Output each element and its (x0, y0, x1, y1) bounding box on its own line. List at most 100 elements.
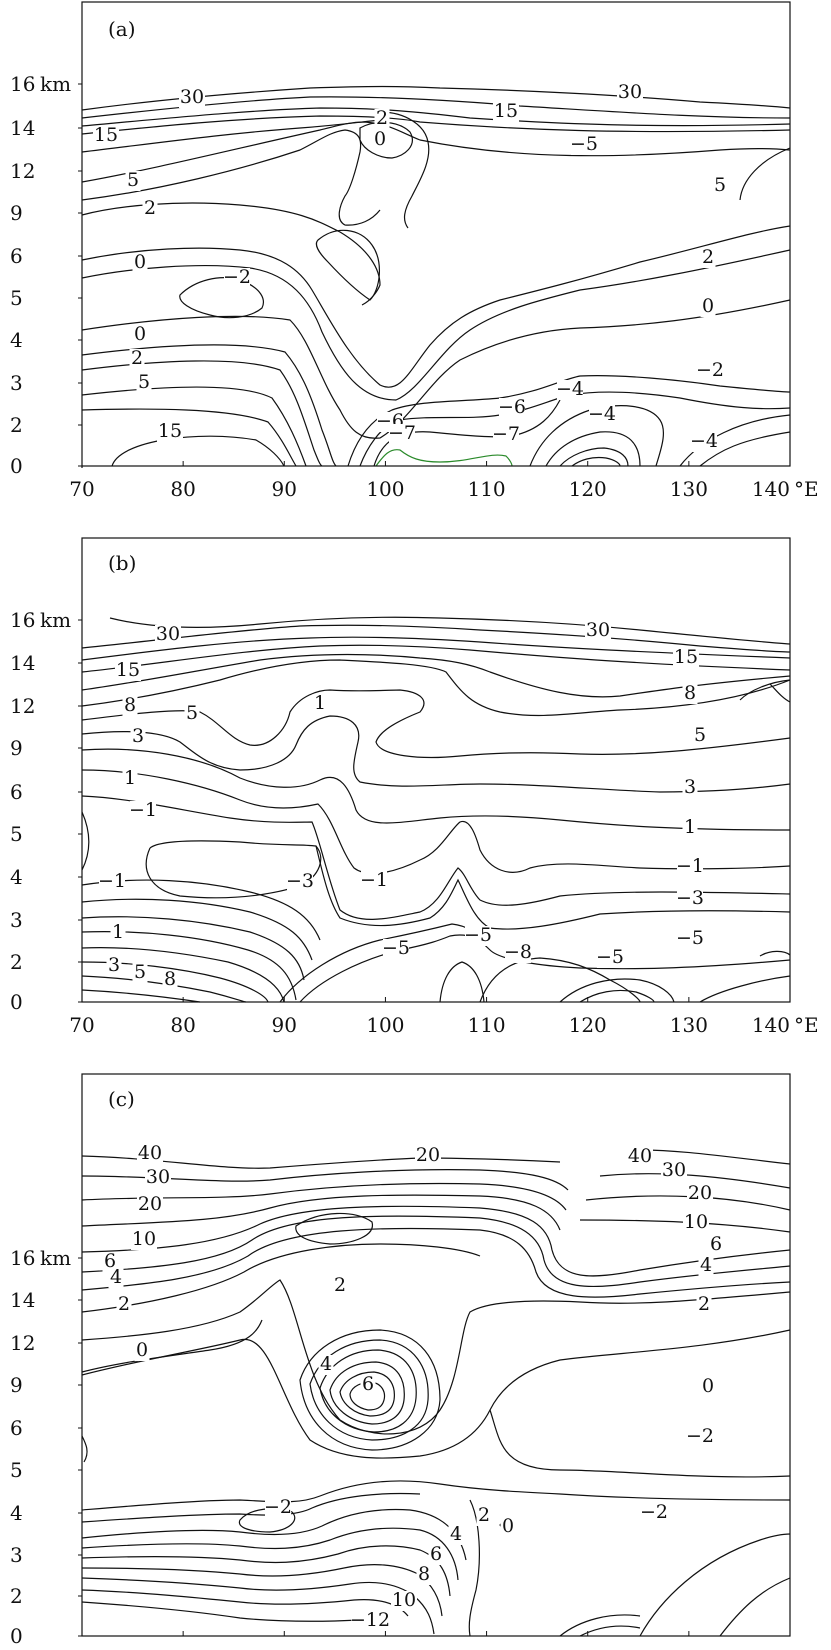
contour-label-halo (673, 648, 699, 668)
y-tick-label: 3 (10, 1543, 23, 1567)
contour-label-halo (661, 1161, 687, 1181)
contour-label-halo (110, 923, 126, 943)
contour-label-halo (415, 1146, 441, 1166)
contour-label-halo (134, 1341, 150, 1361)
y-tick-label: 6 (10, 780, 23, 804)
contour-label: 0 (134, 251, 146, 273)
contour-label-halo (265, 1498, 291, 1518)
contour-label: 15 (116, 659, 140, 681)
contour-label-halo (712, 176, 728, 196)
contour-label-halo (374, 109, 390, 129)
y-axis-b: 0 2 3 4 5 6 9 12 14 16 km (10, 608, 82, 1014)
contour-label: 20 (688, 1182, 712, 1204)
contour-label: 6 (710, 1233, 722, 1255)
x-axis-a: 70 80 90 100 110 120 130 140 °E (69, 461, 819, 501)
y-unit-label: km (40, 72, 71, 96)
contour-label: −5 (676, 927, 704, 949)
contour-label: −1 (676, 855, 704, 877)
contour-label-halo (106, 956, 122, 976)
contour-label: 2 (702, 246, 714, 268)
panel-label-c: (c) (108, 1087, 135, 1111)
contour-label-halo (93, 126, 119, 146)
contour-label: −5 (382, 937, 410, 959)
y-axis-a: 0 2 3 4 5 6 9 12 14 16 km (10, 72, 82, 478)
contour-label-halo (145, 1168, 171, 1188)
contour-label: 5 (694, 724, 706, 746)
contour-label-halo (641, 1503, 667, 1523)
contour-label: 8 (124, 694, 136, 716)
contour-label: −2 (223, 266, 251, 288)
contour-label: 10 (684, 1211, 708, 1233)
contour-label: 2 (118, 1293, 130, 1315)
contour-label-halo (493, 102, 519, 122)
contour-label: 8 (418, 1563, 430, 1585)
x-tick-label: 80 (170, 1013, 195, 1037)
contour-label: −12 (350, 1609, 390, 1631)
x-axis-c: 70 80 90 100 110 120 130 140 °E (69, 1631, 819, 1650)
contour-label: 30 (662, 1159, 686, 1181)
contour-label: −1 (98, 870, 126, 892)
contour-label-halo (391, 1591, 417, 1611)
contour-label-halo (318, 1355, 334, 1375)
contour-label: 0 (134, 323, 146, 345)
contour-label-halo (389, 424, 415, 444)
contour-label: 5 (186, 702, 198, 724)
contour-label-halo (332, 1276, 348, 1296)
contour-label-halo (700, 1377, 716, 1397)
contour-label: −6 (498, 396, 526, 418)
y-tick-label: 5 (10, 286, 23, 310)
contour-label-halo (136, 373, 152, 393)
contour-label: 8 (684, 682, 696, 704)
y-tick-label: 2 (10, 1584, 23, 1608)
contour-label: −3 (286, 870, 314, 892)
contour-label-halo (687, 1184, 713, 1204)
contour-label: 4 (320, 1353, 332, 1375)
y-tick-label: 0 (10, 454, 23, 478)
y-tick-label: 3 (10, 908, 23, 932)
x-tick-label: 120 (569, 1013, 607, 1037)
contour-label: 15 (158, 420, 182, 442)
contour-label: −5 (596, 946, 624, 968)
y-tick-label: 5 (10, 822, 23, 846)
panel-label-a: (a) (108, 17, 136, 41)
contour-label: 15 (674, 646, 698, 668)
contour-label-halo (224, 268, 250, 288)
contour-label: 0 (702, 295, 714, 317)
x-tick-label: 120 (569, 477, 607, 501)
y-tick-label: 2 (10, 413, 23, 437)
contour-label: −2 (686, 1425, 714, 1447)
x-tick-label: 140 (752, 1013, 790, 1037)
y-tick-label: 2 (10, 950, 23, 974)
contour-label: 5 (714, 174, 726, 196)
contour-label: −7 (388, 422, 416, 444)
contour-label-halo (683, 1213, 709, 1233)
contour-label: 5 (134, 961, 146, 983)
contour-label-halo (700, 297, 716, 317)
contour-label-halo (125, 171, 141, 191)
contour-label: 10 (392, 1589, 416, 1611)
y-unit-label: km (40, 1246, 71, 1270)
contour-label: 30 (156, 623, 180, 645)
contour-label-halo (500, 1517, 516, 1537)
y-tick-label: 6 (10, 244, 23, 268)
contour-label-halo (682, 778, 698, 798)
contour-label-halo (360, 1375, 376, 1395)
x-tick-label: 70 (69, 477, 94, 501)
y-tick-label: 9 (10, 736, 23, 760)
y-tick-label: 0 (10, 1624, 23, 1648)
contour-label-halo (179, 88, 205, 108)
contour-label-halo (692, 726, 708, 746)
contour-label-halo (557, 380, 583, 400)
y-axis-c: 0 2 3 4 5 6 9 12 14 16 km (10, 1246, 82, 1648)
contour-label-halo (132, 325, 148, 345)
contour-label-halo (122, 769, 138, 789)
contour-label: 30 (146, 1166, 170, 1188)
contour-label-halo (476, 1506, 492, 1526)
y-tick-label: 14 (10, 1288, 35, 1312)
contour-label-halo (677, 929, 703, 949)
